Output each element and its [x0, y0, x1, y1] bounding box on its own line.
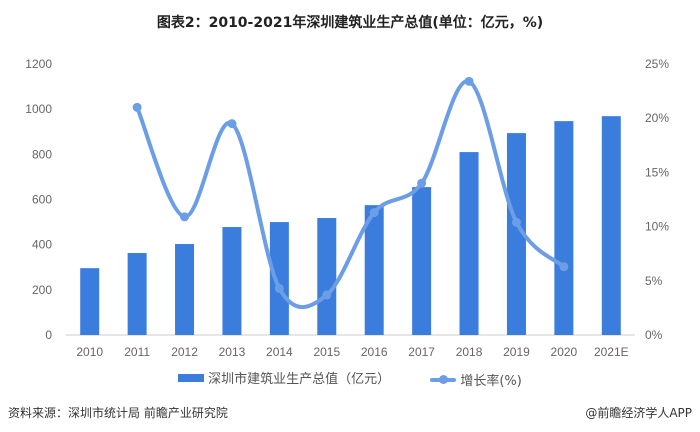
bar: [554, 121, 574, 335]
growth-rate-point: [369, 208, 379, 218]
growth-rate-point: [227, 119, 237, 129]
x-tick-label: 2020: [551, 345, 578, 359]
x-tick-label: 2015: [313, 345, 340, 359]
legend: 深圳市建筑业生产总值（亿元） 增长率(%): [0, 368, 700, 389]
x-tick-label: 2017: [408, 345, 435, 359]
legend-label-line: 增长率(%): [460, 374, 522, 389]
bar: [175, 243, 195, 335]
growth-rate-point: [274, 283, 284, 293]
x-tick-label: 2014: [266, 345, 293, 359]
combo-chart: 0 200 400 600 800 1000 1200 0% 5% 10% 15% 20% 25% 201…: [25, 57, 669, 359]
legend-label-bar: 深圳市建筑业生产总值（亿元）: [208, 372, 391, 387]
x-tick-label: 2018: [456, 345, 483, 359]
right-tick-label: 25%: [645, 57, 669, 71]
right-tick-label: 5%: [645, 274, 663, 288]
bar: [412, 187, 432, 335]
left-tick-label: 400: [32, 238, 52, 252]
bar: [127, 253, 147, 335]
right-tick-label: 0%: [645, 328, 663, 342]
bar: [269, 222, 289, 335]
growth-rate-line: [135, 79, 566, 310]
bar: [459, 152, 479, 335]
growth-rate-point: [511, 217, 521, 227]
source-note: 资料来源：深圳市统计局 前瞻产业研究院: [8, 406, 228, 420]
right-tick-label: 10%: [645, 220, 669, 234]
legend-item-bar: 深圳市建筑业生产总值（亿元）: [178, 368, 390, 387]
bar: [80, 268, 100, 335]
chart-title: 图表2：2010-2021年深圳建筑业生产总值(单位：亿元，%): [156, 15, 544, 31]
bar: [364, 205, 384, 335]
x-tick-label: 2013: [219, 345, 246, 359]
right-tick-label: 15%: [645, 165, 669, 179]
left-tick-label: 1000: [25, 102, 52, 116]
x-tick-label: 2019: [503, 345, 530, 359]
growth-rate-point: [559, 262, 569, 272]
bar: [601, 116, 621, 335]
right-tick-label: 20%: [645, 111, 669, 125]
growth-rate-point: [417, 178, 427, 188]
growth-rate-point: [132, 102, 142, 112]
x-tick-label: 2010: [76, 345, 103, 359]
left-tick-label: 1200: [25, 57, 52, 71]
left-tick-label: 800: [32, 147, 52, 161]
growth-rate-point: [322, 290, 332, 300]
left-tick-label: 0: [45, 328, 52, 342]
legend-bar-swatch: [178, 373, 205, 382]
bar: [222, 227, 242, 335]
x-tick-label: 2012: [171, 345, 198, 359]
x-tick-label: 2016: [361, 345, 388, 359]
legend-item-line: 增长率(%): [430, 370, 522, 389]
bar: [317, 218, 337, 335]
growth-rate-point: [464, 76, 474, 86]
credit: @前瞻经济学人APP: [585, 406, 692, 420]
left-tick-label: 600: [32, 193, 52, 207]
x-tick-label: 2011: [124, 345, 150, 359]
x-tick-label: 2021E: [594, 345, 629, 359]
growth-rate-point: [180, 212, 190, 222]
left-tick-label: 200: [32, 283, 52, 297]
bar: [506, 133, 526, 335]
legend-line-swatch: [430, 374, 457, 384]
